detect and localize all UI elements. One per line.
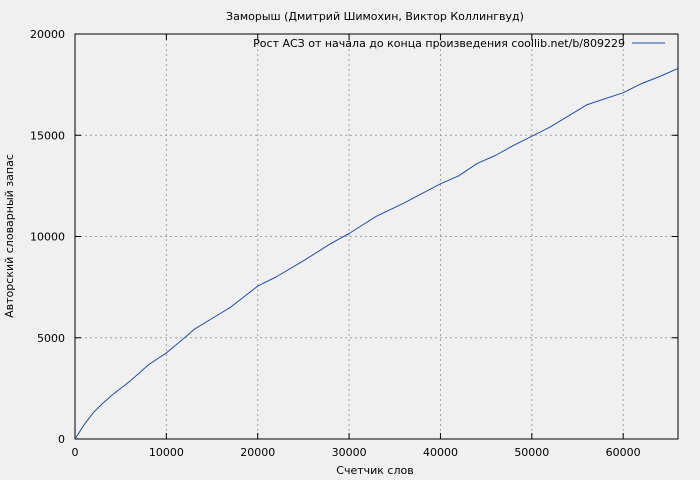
grid-lines — [75, 34, 678, 439]
series-line — [74, 67, 679, 440]
legend-label: Рост АСЗ от начала до конца произведения… — [253, 37, 625, 50]
x-tick-label: 30000 — [332, 446, 367, 459]
y-axis-label: Авторский словарный запас — [3, 154, 16, 318]
y-tick-label: 5000 — [37, 332, 65, 345]
legend: Рост АСЗ от начала до конца произведения… — [253, 37, 665, 50]
x-tick-label: 0 — [72, 446, 79, 459]
x-tick-label: 40000 — [423, 446, 458, 459]
x-tick-label: 10000 — [149, 446, 184, 459]
y-tick-label: 20000 — [30, 28, 65, 41]
axis-ticks: 0 10000 20000 30000 40000 50000 60000 0 5000 1000… — [30, 28, 678, 459]
x-tick-label: 20000 — [240, 446, 275, 459]
x-axis-label: Счетчик слов — [336, 464, 413, 477]
series-layer — [74, 67, 679, 440]
y-tick-label: 0 — [58, 433, 65, 446]
x-tick-label: 50000 — [514, 446, 549, 459]
y-tick-label: 10000 — [30, 231, 65, 244]
chart-title: Заморыш (Дмитрий Шимохин, Виктор Коллинг… — [226, 10, 524, 23]
y-tick-label: 15000 — [30, 129, 65, 142]
x-tick-label: 60000 — [606, 446, 641, 459]
